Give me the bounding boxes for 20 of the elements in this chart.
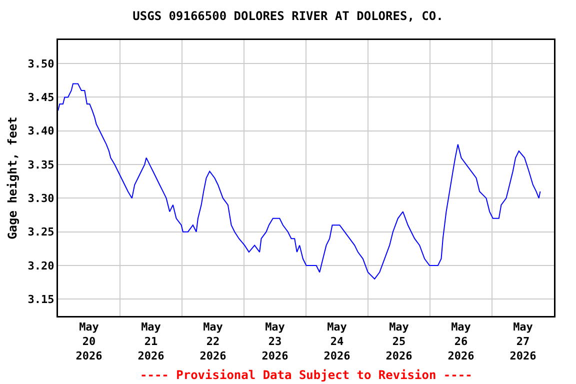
x-tick-label: May 24 2026 [324, 320, 351, 362]
line-series [58, 83, 541, 280]
y-tick-label: 3.35 [28, 158, 54, 172]
y-tick-label: 3.40 [28, 124, 54, 138]
y-tick-label: 3.50 [28, 57, 54, 70]
y-tick-label: 3.25 [28, 226, 54, 239]
y-tick-label: 3.20 [28, 259, 54, 272]
y-tick-label: 3.45 [28, 91, 54, 104]
text: ---- Provisional Data Subject to Revision ---- [140, 368, 472, 382]
y-tick-label: 3.15 [28, 293, 54, 306]
x-tick-label: May 25 2026 [386, 320, 413, 362]
chart-title: USGS 09166500 DOLORES RIVER AT DOLORES, CO. [132, 8, 444, 23]
x-tick-label: May 26 2026 [448, 320, 475, 362]
x-tick-label: May 20 2026 [76, 320, 103, 362]
x-tick-label: May 27 2026 [510, 320, 537, 362]
y-axis-title: Gage height, feet [5, 116, 20, 240]
y-tick-label: 3.30 [28, 192, 54, 206]
x-tick-label: May 21 2026 [138, 320, 165, 362]
x-tick-label: May 22 2026 [200, 320, 227, 362]
x-tick-label: May 23 2026 [262, 320, 289, 362]
